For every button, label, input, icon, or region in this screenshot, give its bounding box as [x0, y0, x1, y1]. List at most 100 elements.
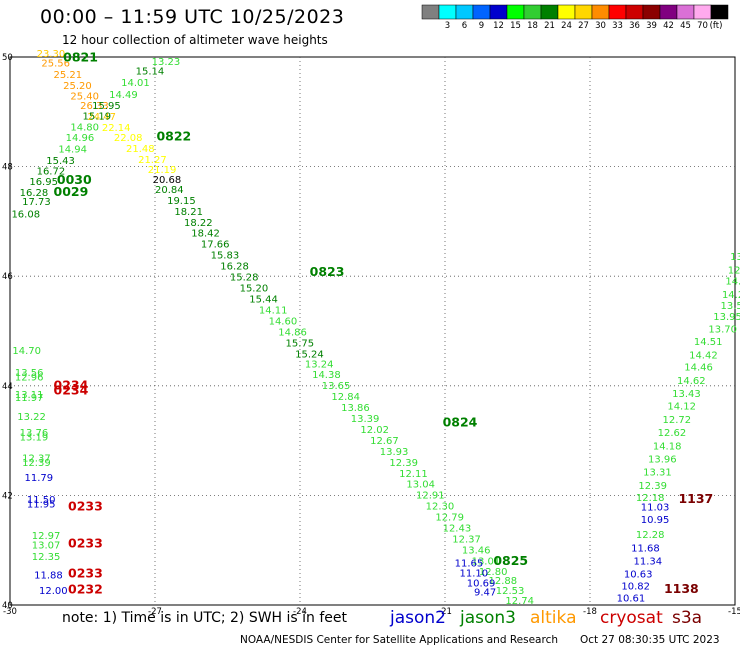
swh-point: 12.28: [636, 530, 665, 541]
swh-point: 11.68: [631, 543, 660, 554]
swh-point: 21.48: [126, 144, 155, 155]
swh-point: 13.86: [341, 403, 370, 414]
colorbar-label: 30: [595, 21, 606, 31]
swh-point: 17.73: [22, 197, 51, 208]
swh-point: 13.95: [713, 312, 740, 323]
pass-time-label: 0823: [310, 264, 345, 279]
swh-point: 11.50: [27, 495, 56, 506]
swh-point: 18.42: [191, 229, 220, 240]
swh-point: 12.62: [658, 428, 687, 439]
swh-point: 16.95: [29, 177, 58, 188]
swh-point: 12.80: [479, 567, 508, 578]
colorbar-swatch: [557, 4, 576, 20]
swh-point: 12.39: [638, 481, 667, 492]
swh-point: 13.19: [20, 433, 49, 444]
swh-point: 18.21: [174, 207, 203, 218]
swh-point: 9.47: [474, 588, 496, 599]
swh-point: 12.74: [505, 596, 534, 607]
x-tick-label: -27: [148, 607, 162, 617]
swh-point: 12.00: [39, 586, 68, 597]
pass-time-label: 0822: [156, 128, 191, 143]
swh-point: 16.28: [220, 262, 249, 273]
colorbar-label: 36: [629, 21, 640, 31]
swh-point: 10.63: [624, 570, 653, 581]
swh-point: 20.84: [155, 185, 184, 196]
swh-point: 10.82: [621, 582, 650, 593]
pass-time-label: 0821: [63, 49, 98, 64]
swh-point: 25.20: [63, 81, 92, 92]
swh-point: 13.56: [15, 368, 44, 379]
pass-time-label: 0824: [443, 414, 478, 429]
swh-point: 12.88: [489, 576, 518, 587]
colorbar-swatch: [489, 4, 508, 20]
colorbar-swatch: [625, 4, 644, 20]
pass-time-label: 0234: [54, 383, 89, 398]
swh-point: 14.2: [722, 290, 740, 301]
swh-point: 19.15: [167, 196, 196, 207]
pass-time-label: 0234: [54, 378, 89, 393]
swh-point: 13.04: [406, 480, 435, 491]
credit-text: NOAA/NESDIS Center for Satellite Applica…: [240, 634, 558, 646]
swh-point: 14.51: [694, 337, 723, 348]
pass-time-label: 0233: [68, 566, 103, 581]
legend-cryosat: cryosat: [600, 608, 663, 628]
colorbar-label: 27: [578, 21, 589, 31]
swh-point: 13.56: [721, 301, 740, 312]
swh-point: 12.11: [399, 469, 428, 480]
swh-point: 24.47: [87, 112, 116, 123]
swh-point: 13.39: [351, 414, 380, 425]
colorbar-swatch: [523, 4, 542, 20]
swh-point: 13.23: [152, 57, 181, 68]
swh-point: 14.01: [121, 78, 150, 89]
swh-point: 15.19: [83, 111, 112, 122]
x-tick-label: -18: [583, 607, 597, 617]
swh-point: 13.07: [32, 541, 61, 552]
colorbar-label: 15: [510, 21, 521, 31]
colorbar-swatch: [608, 4, 627, 20]
colorbar-swatch: [506, 4, 525, 20]
swh-point: 11.34: [634, 556, 663, 567]
swh-point: 14.94: [58, 144, 87, 155]
x-tick-label: -21: [438, 607, 452, 617]
colorbar-swatch: [693, 4, 712, 20]
colorbar-swatch: [455, 4, 474, 20]
swh-point: 15.44: [249, 295, 278, 306]
swh-point: 15.83: [211, 251, 240, 262]
swh-point: 16.72: [37, 166, 66, 177]
swh-point: 12.67: [370, 436, 399, 447]
colorbar-swatch: [421, 4, 440, 20]
x-tick-label: -24: [293, 607, 307, 617]
swh-point: 14.42: [689, 350, 718, 361]
swh-point: 16.08: [11, 210, 40, 221]
colorbar-label: 12: [493, 21, 504, 31]
swh-point: 12.84: [331, 392, 360, 403]
colorbar-label: 6: [462, 21, 467, 31]
y-tick-label: 42: [2, 491, 13, 501]
swh-point: 14.38: [312, 370, 341, 381]
swh-point: 14.46: [684, 362, 713, 373]
swh-point: 13.01: [472, 556, 501, 567]
swh-point: 12.72: [663, 415, 692, 426]
x-tick-label: -30: [3, 607, 17, 617]
swh-point: 15.43: [46, 156, 75, 167]
units-note: note: 1) Time is in UTC; 2) SWH is in fe…: [62, 610, 348, 626]
swh-point: 12.91: [416, 491, 445, 502]
y-tick-label: 44: [2, 382, 13, 392]
colorbar-unit: (ft): [710, 21, 723, 31]
swh-point: 25.40: [70, 92, 99, 103]
pass-time-label: 0825: [493, 553, 528, 568]
swh-point: 23.30: [37, 49, 66, 60]
swh-point: 12.35: [32, 552, 61, 563]
colorbar-label: 39: [646, 21, 657, 31]
swh-point: 14.7: [725, 276, 740, 287]
swh-point: 15.20: [240, 284, 269, 295]
swh-point: 12.39: [22, 458, 51, 469]
swh-point: 14.49: [109, 90, 138, 101]
colorbar-swatch: [574, 4, 593, 20]
pass-time-label: 0030: [57, 172, 92, 187]
colorbar-swatch: [710, 4, 729, 20]
swh-point: 18.22: [184, 218, 213, 229]
colorbar-label: 45: [680, 21, 691, 31]
swh-point: 11.65: [455, 559, 484, 570]
